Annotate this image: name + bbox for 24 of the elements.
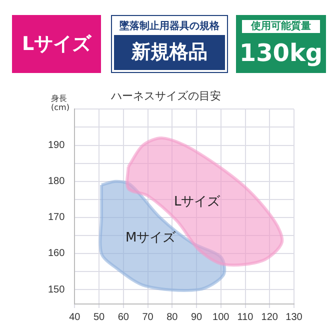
y-tick-label: 180 <box>48 176 66 188</box>
x-tick-label: 70 <box>142 312 154 323</box>
x-tick-label: 120 <box>261 312 278 323</box>
x-tick-label: 110 <box>237 312 254 323</box>
text: 新規格品 <box>114 35 225 70</box>
x-tick-label: 60 <box>118 312 130 323</box>
y-tick-label: 160 <box>48 248 66 260</box>
text: 使用可能質量 <box>242 20 320 33</box>
x-tick-label: 100 <box>212 312 230 323</box>
series-label: Lサイズ <box>174 194 222 210</box>
y-tick-label: 190 <box>48 140 66 152</box>
y-axis-title: 身長 (cm) <box>51 94 70 112</box>
chart-title: ハーネスサイズの目安 <box>110 89 221 102</box>
x-tick-label: 80 <box>166 312 178 323</box>
text: Lサイズ <box>12 15 101 73</box>
text: 130kg <box>238 38 324 69</box>
text: 墜落制止用器具の規格 <box>118 19 220 33</box>
x-tick-label: 90 <box>190 312 203 323</box>
x-tick-label: 40 <box>69 312 81 323</box>
series-label: Mサイズ <box>126 230 177 246</box>
x-tick-label: 130 <box>286 312 303 323</box>
x-tick-label: 50 <box>93 312 106 323</box>
y-tick-label: 150 <box>48 284 66 296</box>
y-tick-label: 170 <box>48 212 66 224</box>
